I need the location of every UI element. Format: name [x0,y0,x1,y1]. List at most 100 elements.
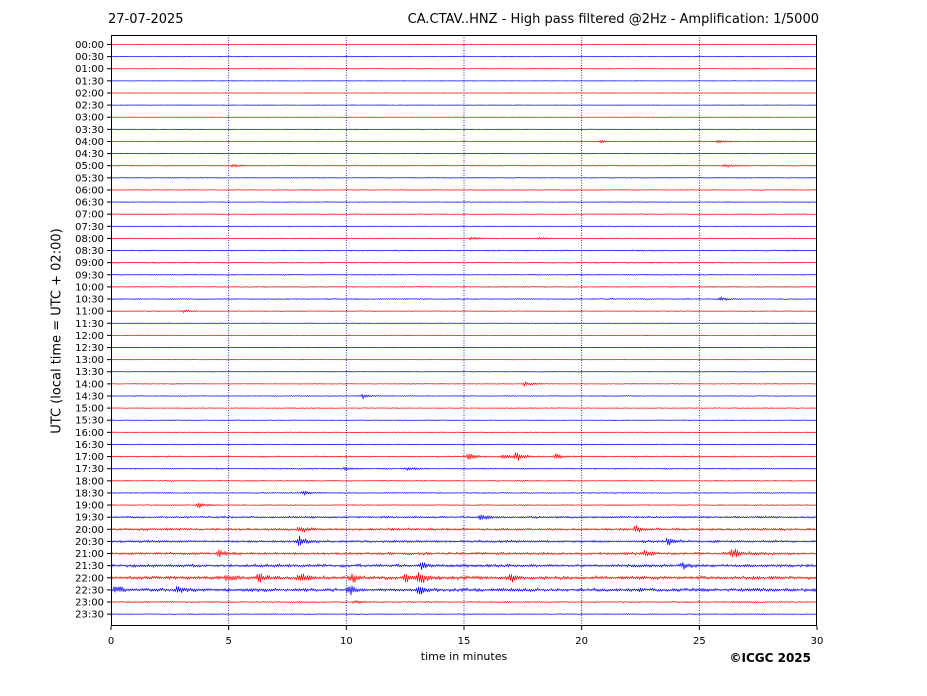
seismic-trace [110,407,818,409]
seismic-trace [110,600,818,604]
seismic-trace [110,213,818,215]
seismic-trace [110,371,818,373]
chart-title: CA.CTAV..HNZ - High pass filtered @2Hz -… [407,12,819,27]
y-tick-label: 10:30 [75,295,104,306]
y-tick-label: 18:00 [75,476,104,487]
seismic-trace [110,479,818,482]
y-tick-label: 01:30 [75,76,104,87]
y-tick-label: 12:30 [75,343,104,354]
seismic-trace [110,502,818,509]
seismic-trace [110,296,818,301]
y-tick-label: 18:30 [75,488,104,499]
y-tick-label: 02:00 [75,88,104,99]
grid-layer [228,35,700,626]
seismic-trace [110,139,818,144]
trace-layer [110,43,818,615]
seismic-trace [110,309,818,313]
seismic-trace [110,490,818,496]
y-tick-label: 17:00 [75,452,104,463]
y-tick-label: 19:30 [75,513,104,524]
y-tick-label: 15:00 [75,404,104,415]
seismic-trace [110,68,818,70]
seismic-trace [110,443,818,446]
y-tick-label: 06:00 [75,185,104,196]
seismic-trace [110,225,818,228]
x-tick-label: 0 [108,636,114,647]
y-tick-label: 13:30 [75,367,104,378]
y-tick-label: 13:00 [75,355,104,366]
y-tick-label: 09:30 [75,270,104,281]
x-tick-label: 10 [340,636,353,647]
seismic-trace [110,128,818,130]
y-tick-label: 12:00 [75,331,104,342]
seismic-trace [110,613,818,615]
seismic-trace [110,572,818,584]
y-tick-label: 20:30 [75,537,104,548]
y-tick-label: 03:00 [75,113,104,124]
x-axis: 0 5 10 15 20 25 30 [108,626,824,647]
y-tick-label: 08:30 [75,246,104,257]
y-tick-label: 09:00 [75,258,104,269]
seismic-trace [110,286,818,288]
x-tick-label: 15 [458,636,471,647]
x-axis-label: time in minutes [420,650,508,663]
seismic-trace [110,322,818,324]
seismic-trace [110,393,818,400]
x-tick-label: 20 [575,636,588,647]
seismic-trace [110,548,818,558]
y-tick-label: 02:30 [75,101,104,112]
y-tick-label: 01:00 [75,64,104,75]
y-tick-label: 16:30 [75,440,104,451]
date-label: 27-07-2025 [108,12,184,27]
y-tick-label: 19:00 [75,501,104,512]
y-tick-label: 06:30 [75,198,104,209]
seismic-trace [110,80,818,82]
seismic-trace [110,346,818,349]
y-tick-label: 23:30 [75,610,104,621]
y-tick-label: 04:30 [75,149,104,160]
seismic-trace [110,358,818,361]
seismic-trace [110,56,818,58]
seismic-trace [110,163,818,168]
seismic-trace [110,249,818,252]
seismic-trace [110,273,818,276]
y-tick-label: 11:30 [75,319,104,330]
seismic-trace [110,261,818,264]
seismic-trace [110,514,818,521]
seismic-trace [110,525,818,533]
y-tick-label: 20:00 [75,525,104,536]
y-tick-label: 04:00 [75,137,104,148]
copyright-label: ©ICGC 2025 [729,651,811,665]
y-tick-label: 11:00 [75,307,104,318]
seismic-trace [110,236,818,241]
seismic-trace [110,535,818,546]
y-tick-label: 23:00 [75,598,104,609]
seismic-trace [110,585,818,596]
seismic-trace [110,452,818,461]
y-tick-label: 08:00 [75,234,104,245]
y-tick-label: 03:30 [75,125,104,136]
x-tick-label: 30 [811,636,824,647]
y-tick-label: 07:00 [75,210,104,221]
y-axis-label: UTC (local time = UTC + 02:00) [49,228,65,434]
y-tick-label: 10:00 [75,282,104,293]
y-tick-label: 05:00 [75,161,104,172]
x-tick-label: 5 [225,636,231,647]
x-tick-label: 25 [693,636,706,647]
y-tick-label: 22:30 [75,585,104,596]
plot-frame [111,35,817,626]
seismic-trace [110,201,818,203]
y-tick-label: 21:30 [75,561,104,572]
seismic-trace [110,152,818,155]
seismic-trace [110,419,818,421]
y-tick-label: 15:30 [75,416,104,427]
y-tick-label: 14:30 [75,391,104,402]
seismic-trace [110,334,818,337]
y-tick-label: 05:30 [75,173,104,184]
y-tick-label: 14:00 [75,379,104,390]
y-tick-label: 00:00 [75,40,104,51]
y-tick-label: 21:00 [75,549,104,560]
seismic-trace [110,177,818,179]
